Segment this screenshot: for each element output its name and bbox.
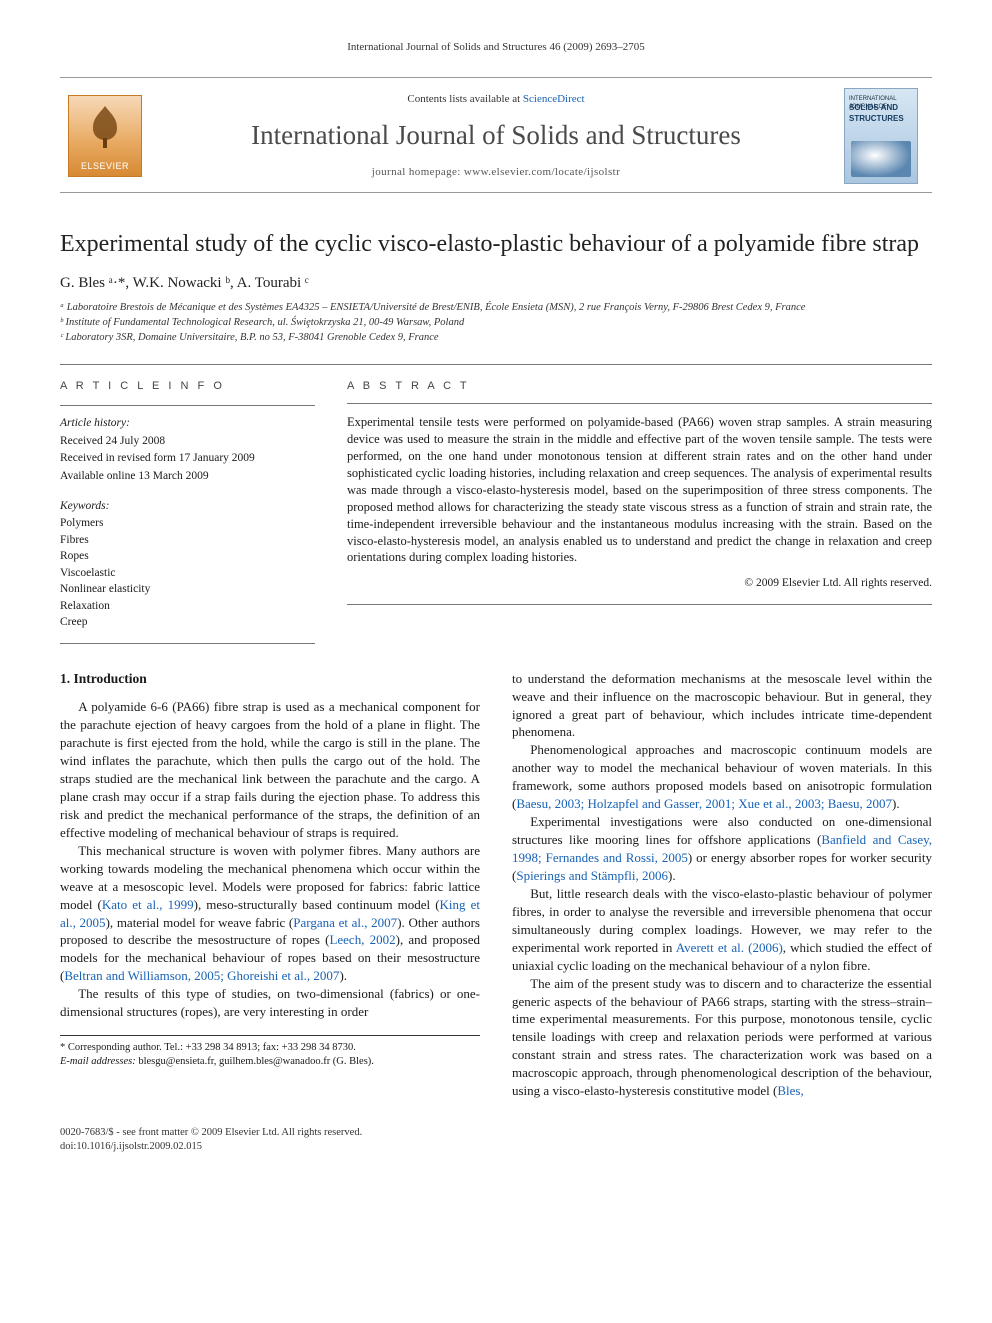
keyword: Creep [60,615,315,631]
keyword: Relaxation [60,599,315,615]
citation-link[interactable]: Spierings and Stämpfli, 2006 [516,868,668,883]
history-item: Received 24 July 2008 [60,434,315,450]
publisher-logo: ELSEVIER [68,95,142,177]
abstract-copyright: © 2009 Elsevier Ltd. All rights reserved… [347,576,932,592]
paragraph: Phenomenological approaches and macrosco… [512,741,932,813]
text: ), meso-structurally based continuum mod… [194,897,440,912]
citation-link[interactable]: Bles, [777,1083,803,1098]
abstract-block: A B S T R A C T Experimental tensile tes… [347,379,932,644]
abstract-head: A B S T R A C T [347,379,932,394]
history-item: Available online 13 March 2009 [60,469,315,485]
history-item: Received in revised form 17 January 2009 [60,451,315,467]
sciencedirect-link[interactable]: ScienceDirect [523,93,585,105]
cover-art-icon [851,141,911,177]
paragraph: The results of this type of studies, on … [60,985,480,1021]
paragraph: to understand the deformation mechanisms… [512,670,932,742]
masthead: ELSEVIER Contents lists available at Sci… [60,77,932,193]
doi-line: doi:10.1016/j.ijsolstr.2009.02.015 [60,1140,362,1154]
abstract-text: Experimental tensile tests were performe… [347,414,932,566]
journal-cover-thumb: INTERNATIONAL JOURNAL OF SOLIDS AND STRU… [844,88,918,184]
text: ). [892,796,900,811]
email-label: E-mail addresses: [60,1056,136,1067]
citation-link[interactable]: Baesu, 2003; Holzapfel and Gasser, 2001;… [516,796,892,811]
paragraph: But, little research deals with the visc… [512,885,932,975]
citation-link[interactable]: Leech, 2002 [329,932,395,947]
text: ). [668,868,676,883]
text: ), material model for weave fabric ( [106,915,294,930]
paragraph: A polyamide 6-6 (PA66) fibre strap is us… [60,698,480,842]
affiliation: ᵃ Laboratoire Brestois de Mécanique et d… [60,301,932,315]
footnote-line: E-mail addresses: blesgu@ensieta.fr, gui… [60,1055,480,1069]
footnote-line: * Corresponding author. Tel.: +33 298 34… [60,1041,480,1055]
journal-title: International Journal of Solids and Stru… [164,117,828,153]
paragraph: This mechanical structure is woven with … [60,842,480,986]
keyword: Viscoelastic [60,566,315,582]
corresponding-footnote: * Corresponding author. Tel.: +33 298 34… [60,1035,480,1068]
article-info-head: A R T I C L E I N F O [60,379,315,394]
availability-line: Contents lists available at ScienceDirec… [164,92,828,107]
availability-text: Contents lists available at [407,93,522,105]
keyword: Ropes [60,549,315,565]
cover-title: SOLIDS AND STRUCTURES [849,103,917,125]
front-matter-line: 0020-7683/$ - see front matter © 2009 El… [60,1126,362,1140]
citation-link[interactable]: Pargana et al., 2007 [293,915,397,930]
journal-homepage: journal homepage: www.elsevier.com/locat… [164,165,828,180]
article-title: Experimental study of the cyclic visco-e… [60,229,932,259]
section-heading-intro: 1. Introduction [60,670,480,689]
article-body: 1. Introduction A polyamide 6-6 (PA66) f… [60,670,932,1101]
running-head: International Journal of Solids and Stru… [60,40,932,55]
publisher-label: ELSEVIER [69,160,141,172]
page-footer: 0020-7683/$ - see front matter © 2009 El… [60,1126,932,1154]
citation-link[interactable]: Averett et al. (2006) [676,940,783,955]
text: ). [339,968,347,983]
text: The aim of the present study was to disc… [512,976,932,1099]
paragraph: The aim of the present study was to disc… [512,975,932,1101]
author-list: G. Bles ᵃ·*, W.K. Nowacki ᵇ, A. Tourabi … [60,273,932,293]
elsevier-tree-icon [85,104,125,150]
keyword: Nonlinear elasticity [60,582,315,598]
keyword: Polymers [60,516,315,532]
citation-link[interactable]: Kato et al., 1999 [102,897,194,912]
keywords-head: Keywords: [60,499,315,515]
citation-link[interactable]: Beltran and Williamson, 2005; Ghoreishi … [64,968,339,983]
affiliation: ᵇ Institute of Fundamental Technological… [60,316,932,330]
affiliation: ᶜ Laboratory 3SR, Domaine Universitaire,… [60,331,932,345]
paragraph: Experimental investigations were also co… [512,813,932,885]
affiliations: ᵃ Laboratoire Brestois de Mécanique et d… [60,301,932,346]
article-info: A R T I C L E I N F O Article history: R… [60,379,315,644]
history-head: Article history: [60,416,315,432]
keyword: Fibres [60,533,315,549]
email-addresses: blesgu@ensieta.fr, guilhem.bles@wanadoo.… [138,1056,374,1067]
